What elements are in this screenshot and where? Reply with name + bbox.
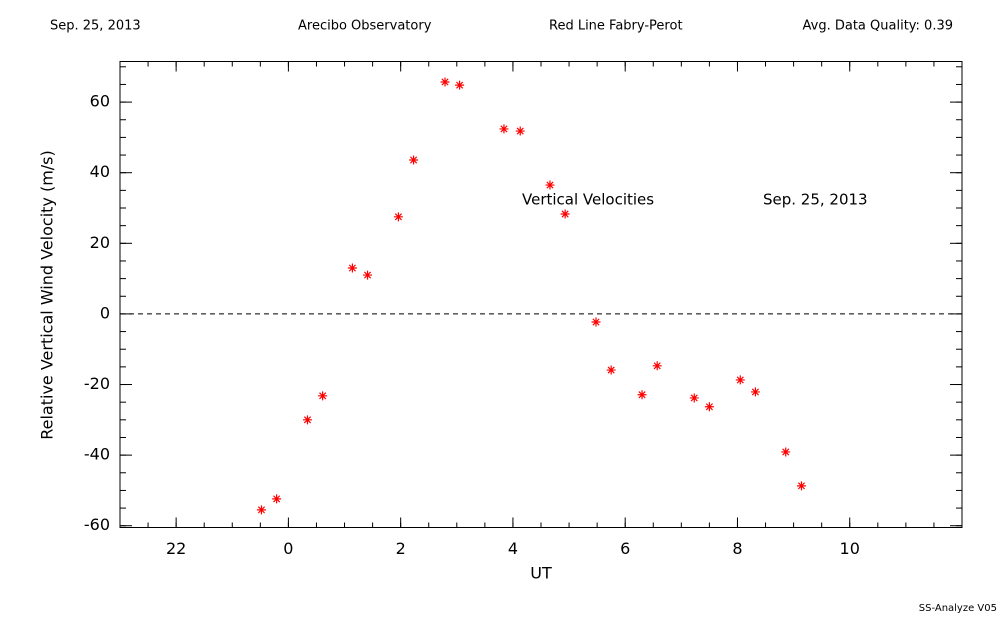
asterisk-stroke — [652, 361, 662, 371]
asterisk-stroke — [318, 391, 328, 401]
asterisk-marker — [735, 375, 745, 385]
annotation: Vertical Velocities — [522, 191, 654, 209]
y-tick-label: 20 — [90, 233, 110, 252]
asterisk-marker — [409, 155, 419, 165]
asterisk-marker — [796, 481, 806, 491]
asterisk-stroke — [499, 124, 509, 134]
header-date: Sep. 25, 2013 — [50, 19, 141, 34]
header-instrument: Red Line Fabry-Perot — [549, 19, 683, 34]
asterisk-stroke — [735, 375, 745, 385]
asterisk-marker — [652, 361, 662, 371]
asterisk-stroke — [704, 402, 714, 412]
asterisk-stroke — [689, 393, 699, 403]
asterisk-marker — [689, 393, 699, 403]
asterisk-marker — [545, 180, 555, 190]
asterisk-stroke — [256, 505, 266, 515]
x-tick-label: 8 — [732, 539, 742, 558]
asterisk-stroke — [302, 415, 312, 425]
header-quality: Avg. Data Quality: 0.39 — [803, 19, 953, 34]
asterisk-marker — [637, 390, 647, 400]
annotation: Sep. 25, 2013 — [763, 191, 868, 209]
asterisk-marker — [347, 263, 357, 273]
asterisk-stroke — [637, 390, 647, 400]
y-tick-label: 0 — [100, 303, 110, 322]
y-tick-label: 40 — [90, 162, 110, 181]
plot-frame — [119, 61, 963, 528]
asterisk-marker — [704, 402, 714, 412]
asterisk-marker — [515, 126, 525, 136]
asterisk-marker — [560, 209, 570, 219]
asterisk-marker — [750, 387, 760, 397]
asterisk-stroke — [545, 180, 555, 190]
asterisk-marker — [302, 415, 312, 425]
x-axis-label: UT — [530, 564, 552, 583]
asterisk-marker — [606, 365, 616, 375]
asterisk-marker — [318, 391, 328, 401]
asterisk-marker — [256, 505, 266, 515]
asterisk-stroke — [272, 494, 282, 504]
asterisk-stroke — [750, 387, 760, 397]
x-tick-label: 10 — [840, 539, 860, 558]
y-tick-label: -60 — [84, 515, 110, 534]
asterisk-marker — [363, 270, 373, 280]
asterisk-stroke — [591, 317, 601, 327]
asterisk-stroke — [363, 270, 373, 280]
asterisk-stroke — [440, 77, 450, 87]
x-tick-label: 0 — [283, 539, 293, 558]
asterisk-stroke — [796, 481, 806, 491]
y-tick-label: -20 — [84, 374, 110, 393]
asterisk-stroke — [393, 212, 403, 222]
asterisk-stroke — [409, 155, 419, 165]
asterisk-stroke — [560, 209, 570, 219]
asterisk-marker — [393, 212, 403, 222]
asterisk-marker — [591, 317, 601, 327]
x-tick-label: 2 — [396, 539, 406, 558]
y-tick-label: 60 — [90, 92, 110, 111]
header-site: Arecibo Observatory — [298, 19, 432, 34]
asterisk-stroke — [606, 365, 616, 375]
asterisk-marker — [272, 494, 282, 504]
asterisk-stroke — [781, 447, 791, 457]
y-axis-label: Relative Vertical Wind Velocity (m/s) — [38, 150, 57, 440]
x-tick-label: 4 — [508, 539, 518, 558]
asterisk-marker — [781, 447, 791, 457]
asterisk-stroke — [347, 263, 357, 273]
asterisk-stroke — [455, 80, 465, 90]
footer: SS-Analyze V05 — [919, 603, 997, 614]
asterisk-marker — [440, 77, 450, 87]
y-tick-label: -40 — [84, 445, 110, 464]
asterisk-stroke — [515, 126, 525, 136]
x-tick-label: 6 — [620, 539, 630, 558]
asterisk-marker — [499, 124, 509, 134]
asterisk-marker — [455, 80, 465, 90]
x-tick-label: 22 — [166, 539, 186, 558]
